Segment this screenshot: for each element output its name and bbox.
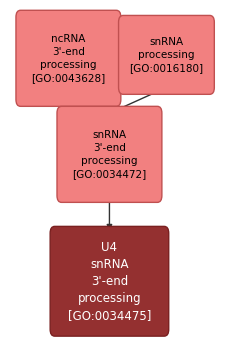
FancyBboxPatch shape bbox=[57, 106, 161, 202]
FancyBboxPatch shape bbox=[118, 15, 213, 94]
Text: U4
snRNA
3'-end
processing
[GO:0034475]: U4 snRNA 3'-end processing [GO:0034475] bbox=[67, 241, 151, 322]
Text: snRNA
processing
[GO:0016180]: snRNA processing [GO:0016180] bbox=[129, 37, 203, 73]
FancyBboxPatch shape bbox=[50, 226, 168, 336]
Text: snRNA
3'-end
processing
[GO:0034472]: snRNA 3'-end processing [GO:0034472] bbox=[72, 130, 146, 179]
Text: ncRNA
3'-end
processing
[GO:0043628]: ncRNA 3'-end processing [GO:0043628] bbox=[31, 34, 105, 83]
FancyBboxPatch shape bbox=[16, 10, 120, 106]
